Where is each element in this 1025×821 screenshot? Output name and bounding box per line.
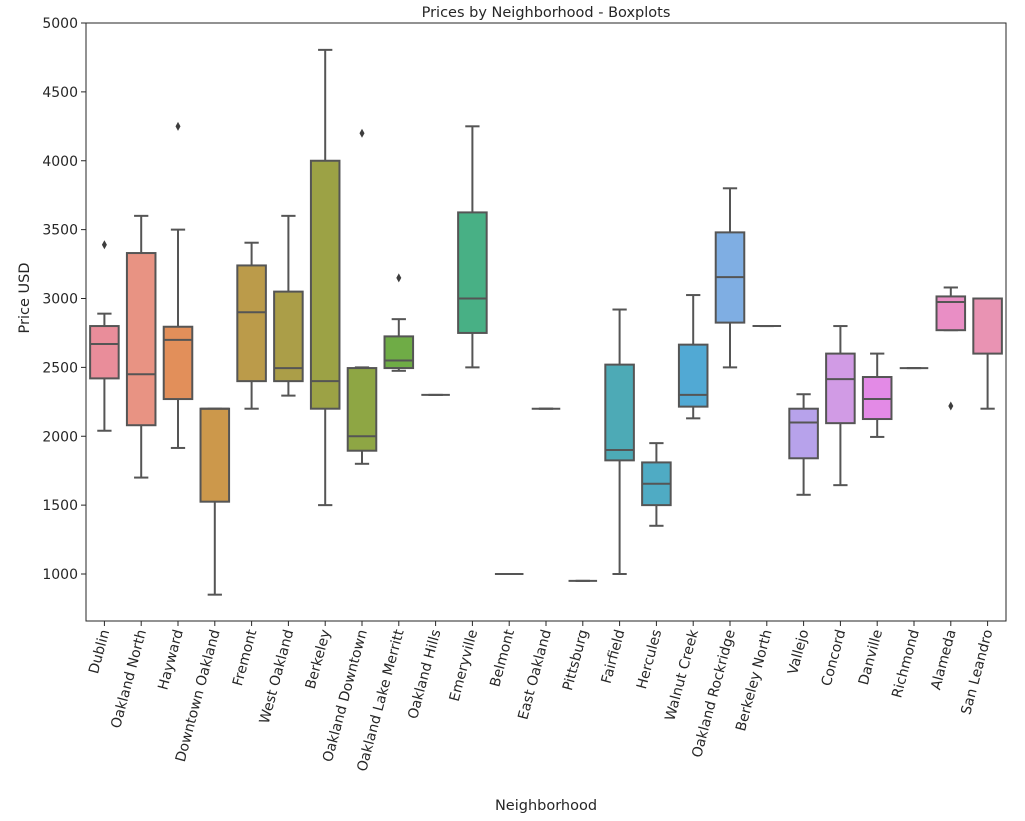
y-axis-label: Price USD <box>17 263 33 334</box>
y-tick-label: 1500 <box>42 498 78 514</box>
iqr-box <box>825 352 856 425</box>
x-tick-label: San Leandro <box>958 628 996 716</box>
x-tick-label: Berkeley North <box>733 628 776 733</box>
y-axis: 1000 1500 2000 2500 3000 3500 4000 4500 5000 <box>42 16 86 583</box>
y-tick-label: 4500 <box>42 85 78 101</box>
box-concord <box>825 325 856 487</box>
box-fairfield <box>604 308 635 575</box>
box-oakland-rockridge <box>714 187 746 369</box>
y-tick-label: 5000 <box>42 16 78 32</box>
outlier-point <box>359 128 365 138</box>
x-tick-label: Fairfield <box>599 628 629 685</box>
y-tick-label: 3000 <box>42 292 78 308</box>
outlier-point <box>101 240 107 250</box>
iqr-box <box>346 367 378 452</box>
box-dublin <box>89 240 120 432</box>
iqr-box <box>236 264 267 383</box>
x-tick-label: Fremont <box>230 627 261 687</box>
iqr-box <box>677 343 709 408</box>
x-tick-label: Danville <box>856 628 886 687</box>
x-tick-label: East Oakland <box>515 628 554 722</box>
iqr-box <box>89 325 120 380</box>
iqr-box <box>273 290 304 383</box>
iqr-box <box>309 159 341 410</box>
x-tick-label: Alameda <box>928 628 959 692</box>
x-tick-label: Dublin <box>86 628 113 676</box>
x-tick-label: Berkeley <box>303 628 334 691</box>
x-tick-label: Emeryville <box>447 628 482 703</box>
x-axis-label: Neighborhood <box>495 798 597 814</box>
box-vallejo <box>788 393 819 496</box>
box-walnut-creek <box>677 294 709 420</box>
box-west-oakland <box>273 214 304 397</box>
outlier-point <box>948 401 954 411</box>
x-tick-label: Oakland Hills <box>405 628 444 721</box>
iqr-box <box>162 325 194 401</box>
box-fremont <box>236 241 267 410</box>
x-tick-label: Walnut Creek <box>662 627 702 722</box>
iqr-box <box>383 335 415 370</box>
y-tick-label: 2500 <box>42 360 78 376</box>
x-tick-label: Vallejo <box>785 628 812 676</box>
boxes-layer <box>89 48 1003 596</box>
box-oakland-lake-merritt <box>383 273 415 372</box>
x-tick-label: Belmont <box>487 627 518 688</box>
iqr-box <box>125 252 157 427</box>
iqr-box <box>861 376 893 421</box>
plot-frame <box>85 22 1007 622</box>
x-tick-label: Richmond <box>889 628 923 700</box>
box-emeryville <box>457 125 488 369</box>
y-tick-label: 3500 <box>42 223 78 239</box>
chart-title: Prices by Neighborhood - Boxplots <box>422 5 671 21</box>
outlier-point <box>175 121 181 131</box>
iqr-box <box>604 363 635 462</box>
box-hercules <box>641 442 672 527</box>
outlier-point <box>396 273 402 283</box>
iqr-box <box>199 407 231 503</box>
y-tick-label: 4000 <box>42 154 78 170</box>
box-downtown-oakland <box>199 407 231 596</box>
y-tick-label: 1000 <box>42 567 78 583</box>
box-berkeley <box>309 48 341 507</box>
box-oakland-north <box>125 214 157 479</box>
iqr-box <box>457 211 488 334</box>
x-tick-label: Hayward <box>155 628 186 692</box>
x-tick-label: West Oakland <box>257 628 298 726</box>
box-alameda <box>935 286 967 411</box>
box-san-leandro <box>972 297 1003 410</box>
x-tick-label: Pittsburg <box>560 628 592 692</box>
x-tick-label: Hercules <box>634 628 665 691</box>
box-hayward <box>162 121 194 449</box>
x-tick-label: Concord <box>819 628 849 688</box>
y-tick-label: 2000 <box>42 429 78 445</box>
x-tick-label: Oakland North <box>108 628 150 730</box>
iqr-box <box>972 297 1003 355</box>
iqr-box <box>788 407 819 460</box>
box-oakland-downtown <box>346 128 378 465</box>
box-danville <box>861 352 893 438</box>
